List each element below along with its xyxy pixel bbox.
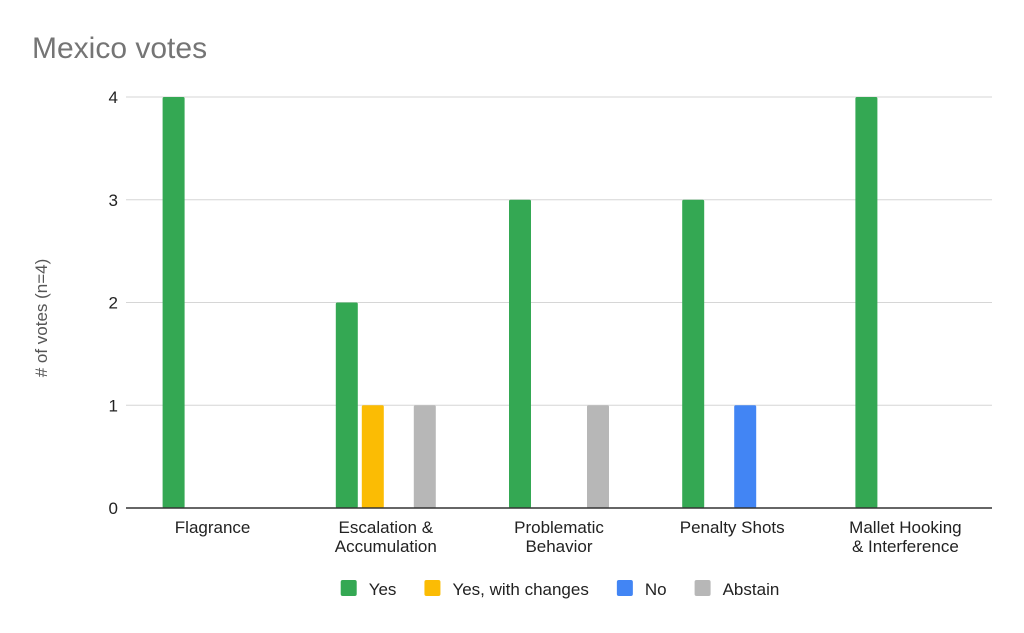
x-category-label: Mallet Hooking & Interference [849,518,961,556]
x-axis-categories: Flagrance Escalation & Accumulation Problem… [175,518,962,556]
legend-label: Yes, with changes [452,580,588,599]
chart-title: Mexico votes [32,32,207,65]
legend-label: Abstain [723,580,780,599]
legend: Yes Yes, with changes No Abstain [340,580,780,599]
bar-no [734,405,757,508]
bar-abstain [587,405,609,508]
legend-label: No [645,580,667,599]
gridlines [126,96,992,406]
bar-yes [682,199,705,508]
bar-abstain [413,405,436,508]
legend-item: No [616,580,667,599]
y-tick-label: 1 [109,396,118,415]
y-axis-ticks: 0 1 2 3 4 [109,88,118,518]
y-tick-label: 0 [109,499,118,518]
legend-swatch [616,580,633,596]
legend-label: Yes [369,580,397,599]
x-category-label: Penalty Shots [680,518,785,537]
bar-yes-with-changes [361,405,384,508]
bar-yes [509,199,531,508]
legend-item: Yes, with changes [424,580,589,599]
y-tick-label: 3 [109,191,118,210]
y-tick-label: 4 [109,88,118,107]
bar-yes [335,302,358,508]
x-category-label: Escalation & Accumulation [335,518,437,556]
bars [162,97,878,508]
legend-swatch [424,580,441,596]
y-tick-label: 2 [109,294,118,313]
legend-swatch [340,580,357,596]
x-category-label: Problematic Behavior [514,518,604,556]
legend-item: Yes [340,580,397,599]
legend-swatch [694,580,711,596]
y-axis-label: # of votes (n=4) [32,259,51,378]
bar-yes [855,97,878,508]
x-category-label: Flagrance [175,518,251,537]
legend-item: Abstain [694,580,780,599]
bar-yes [162,97,185,508]
